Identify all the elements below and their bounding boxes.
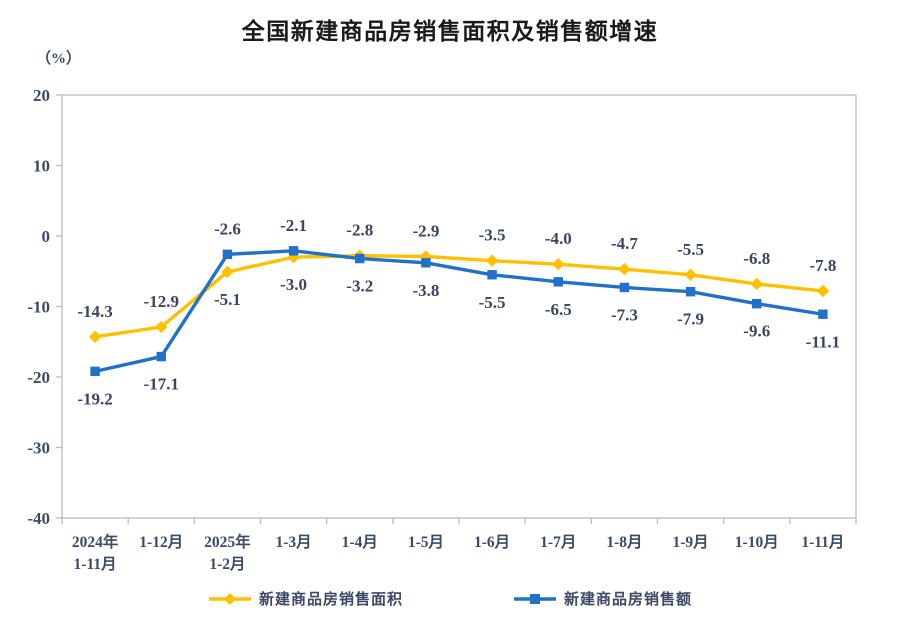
data-label-series-0: -3.5 (479, 226, 506, 245)
data-label-series-0: -2.9 (412, 221, 439, 240)
marker-square (90, 366, 100, 377)
data-label-series-1: -7.9 (677, 310, 704, 329)
x-tick-label: 1-9月 (672, 533, 708, 551)
legend-marker-square-icon (514, 593, 556, 604)
x-tick-label: 1-4月 (342, 533, 378, 551)
y-tick-label: 10 (33, 157, 50, 176)
marker-square (156, 351, 166, 362)
data-label-series-0: -5.1 (214, 290, 241, 309)
x-tick-label: 1-6月 (474, 533, 510, 551)
y-tick-label: -30 (27, 439, 50, 458)
data-label-series-0: -12.9 (144, 292, 179, 311)
x-tick-label: 1-2月 (209, 555, 245, 573)
marker-square (288, 246, 299, 256)
y-tick-label: -20 (27, 368, 50, 387)
marker-square (752, 298, 762, 309)
plot-border (61, 94, 857, 519)
series-line-1 (93, 249, 825, 374)
marker-diamond (684, 268, 697, 281)
data-label-series-1: -6.5 (545, 300, 572, 319)
x-tick-label: 1-11月 (801, 533, 844, 551)
data-label-series-1: -17.1 (144, 375, 179, 394)
data-label-series-1: -2.1 (280, 216, 307, 235)
data-label-series-1: -7.3 (611, 305, 638, 324)
marker-diamond (618, 262, 631, 276)
data-label-series-1: -2.6 (214, 219, 241, 238)
data-label-series-1: -11.1 (806, 332, 840, 351)
marker-square (222, 249, 233, 260)
marker-diamond (221, 265, 234, 279)
legend-label-sales-value: 新建商品房销售额 (564, 591, 693, 608)
y-tick-label: -40 (27, 509, 50, 528)
data-label-series-1: -5.5 (479, 293, 506, 312)
y-axis-unit-label: （%） (36, 51, 82, 67)
marker-diamond (485, 254, 499, 267)
marker-diamond (88, 330, 102, 344)
x-tick-label: 2024年 (72, 532, 119, 551)
marker-square (487, 270, 497, 280)
chart-legend: 新建商品房销售面积 新建商品房销售额 (0, 588, 900, 609)
marker-square (619, 282, 630, 293)
data-label-series-0: -7.8 (809, 256, 836, 275)
y-tick-label: 20 (33, 86, 50, 105)
marker-square (818, 309, 828, 319)
marker-diamond (552, 258, 565, 271)
marker-square (553, 277, 563, 287)
data-label-series-1: -3.8 (412, 281, 439, 300)
legend-label-sales-area: 新建商品房销售面积 (258, 591, 403, 608)
chart-title: 全国新建商品房销售面积及销售额增速 (241, 18, 659, 44)
data-label-series-1: -3.2 (346, 277, 373, 296)
x-tick-label: 1-12月 (139, 533, 183, 551)
marker-diamond (155, 320, 168, 334)
x-tick-label: 1-7月 (540, 533, 576, 551)
x-tick-label: 2025年 (204, 532, 251, 551)
data-label-series-0: -4.0 (545, 229, 572, 248)
series-line-0 (93, 254, 825, 339)
legend-entry-sales-area: 新建商品房销售面积 (208, 588, 403, 609)
legend-square-1 (530, 593, 540, 604)
x-tick-label: 1-10月 (735, 533, 779, 551)
legend-marker-diamond-icon (208, 592, 251, 605)
marker-diamond (816, 284, 830, 298)
data-label-series-1: -19.2 (77, 389, 112, 408)
data-label-series-0: -3.0 (280, 275, 307, 294)
marker-square (685, 286, 696, 297)
data-label-series-0: -14.3 (77, 302, 112, 321)
data-label-series-0: -4.7 (611, 234, 638, 253)
data-label-series-0: -6.8 (743, 249, 770, 268)
data-label-series-0: -2.8 (346, 221, 373, 240)
legend-entry-sales-value: 新建商品房销售额 (513, 588, 692, 609)
x-tick-label: 1-11月 (74, 555, 117, 573)
y-tick-label: -10 (27, 298, 50, 317)
data-label-series-1: -9.6 (743, 322, 770, 341)
legend-diamond-0 (223, 592, 236, 605)
data-label-series-0: -5.5 (677, 240, 704, 259)
y-tick-label: 0 (42, 227, 51, 246)
x-tick-label: 1-5月 (408, 533, 444, 551)
marker-diamond (750, 277, 763, 291)
x-tick-label: 1-3月 (275, 533, 311, 551)
marker-square (355, 253, 365, 264)
x-tick-label: 1-8月 (606, 533, 642, 551)
marker-square (421, 258, 431, 268)
